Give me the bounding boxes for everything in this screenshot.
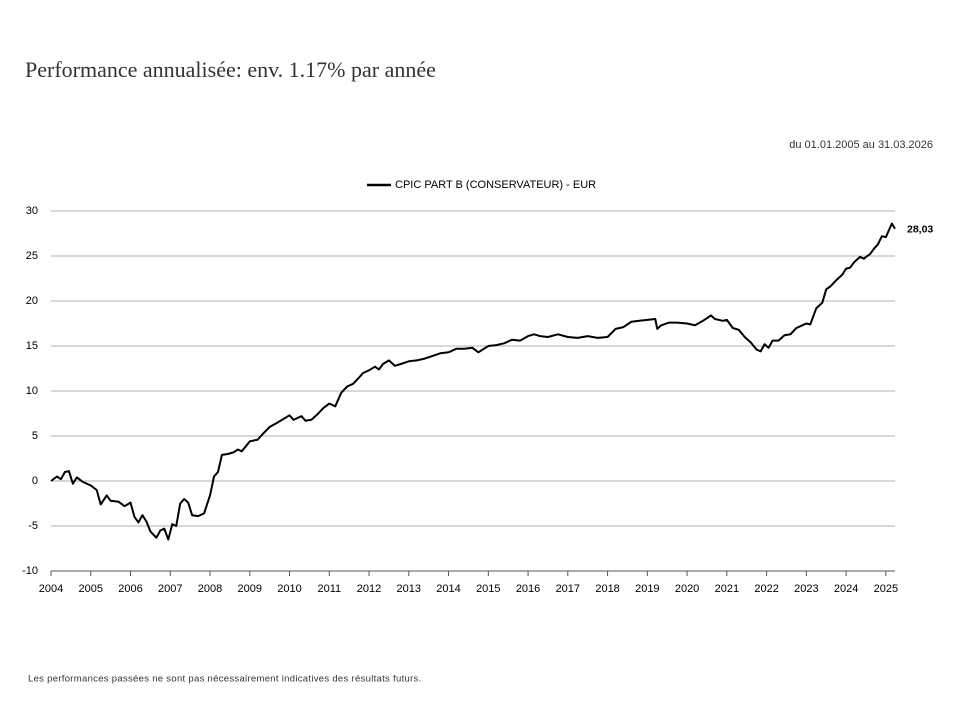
chart-title: Performance annualisée: env. 1.17% par a… xyxy=(25,57,436,82)
x-tick-label: 2011 xyxy=(317,583,341,595)
x-tick-label: 2023 xyxy=(794,583,818,595)
x-tick-label: 2010 xyxy=(277,583,301,595)
legend: CPIC PART B (CONSERVATEUR) - EUR xyxy=(367,179,596,191)
x-tick-label: 2006 xyxy=(118,583,142,595)
x-tick-label: 2016 xyxy=(516,583,540,595)
x-tick-label: 2020 xyxy=(675,583,699,595)
x-tick-label: 2025 xyxy=(874,583,898,595)
x-tick-label: 2009 xyxy=(238,583,262,595)
series-line xyxy=(50,222,896,541)
x-tick-label: 2022 xyxy=(754,583,778,595)
x-tick-label: 2013 xyxy=(397,583,421,595)
subtitle: du 01.01.2005 au 31.03.2026 xyxy=(789,139,933,151)
x-tick-label: 2007 xyxy=(158,583,182,595)
x-tick-label: 2024 xyxy=(834,583,858,595)
x-tick-label: 2021 xyxy=(715,583,739,595)
y-tick-label: 20 xyxy=(26,295,38,307)
y-tick-label: 0 xyxy=(32,475,38,487)
y-tick-label: -10 xyxy=(22,565,38,577)
x-tick-label: 2018 xyxy=(595,583,619,595)
x-tick-label: 2004 xyxy=(39,583,63,595)
y-tick-label: -5 xyxy=(28,520,38,532)
x-tick-label: 2015 xyxy=(476,583,500,595)
end-value-label: 28,03 xyxy=(907,224,933,236)
y-tick-label: 15 xyxy=(26,340,38,352)
y-tick-label: 5 xyxy=(32,430,38,442)
x-tick-label: 2012 xyxy=(357,583,381,595)
footnote: Les performances passées ne sont pas néc… xyxy=(28,674,422,685)
x-tick-label: 2017 xyxy=(556,583,580,595)
x-tick-label: 2014 xyxy=(436,583,460,595)
x-tick-label: 2005 xyxy=(79,583,103,595)
legend-label: CPIC PART B (CONSERVATEUR) - EUR xyxy=(395,179,596,191)
y-tick-label: 30 xyxy=(26,205,38,217)
x-tick-label: 2019 xyxy=(635,583,659,595)
y-tick-label: 10 xyxy=(26,385,38,397)
y-tick-label: 25 xyxy=(26,250,38,262)
x-tick-label: 2008 xyxy=(198,583,222,595)
